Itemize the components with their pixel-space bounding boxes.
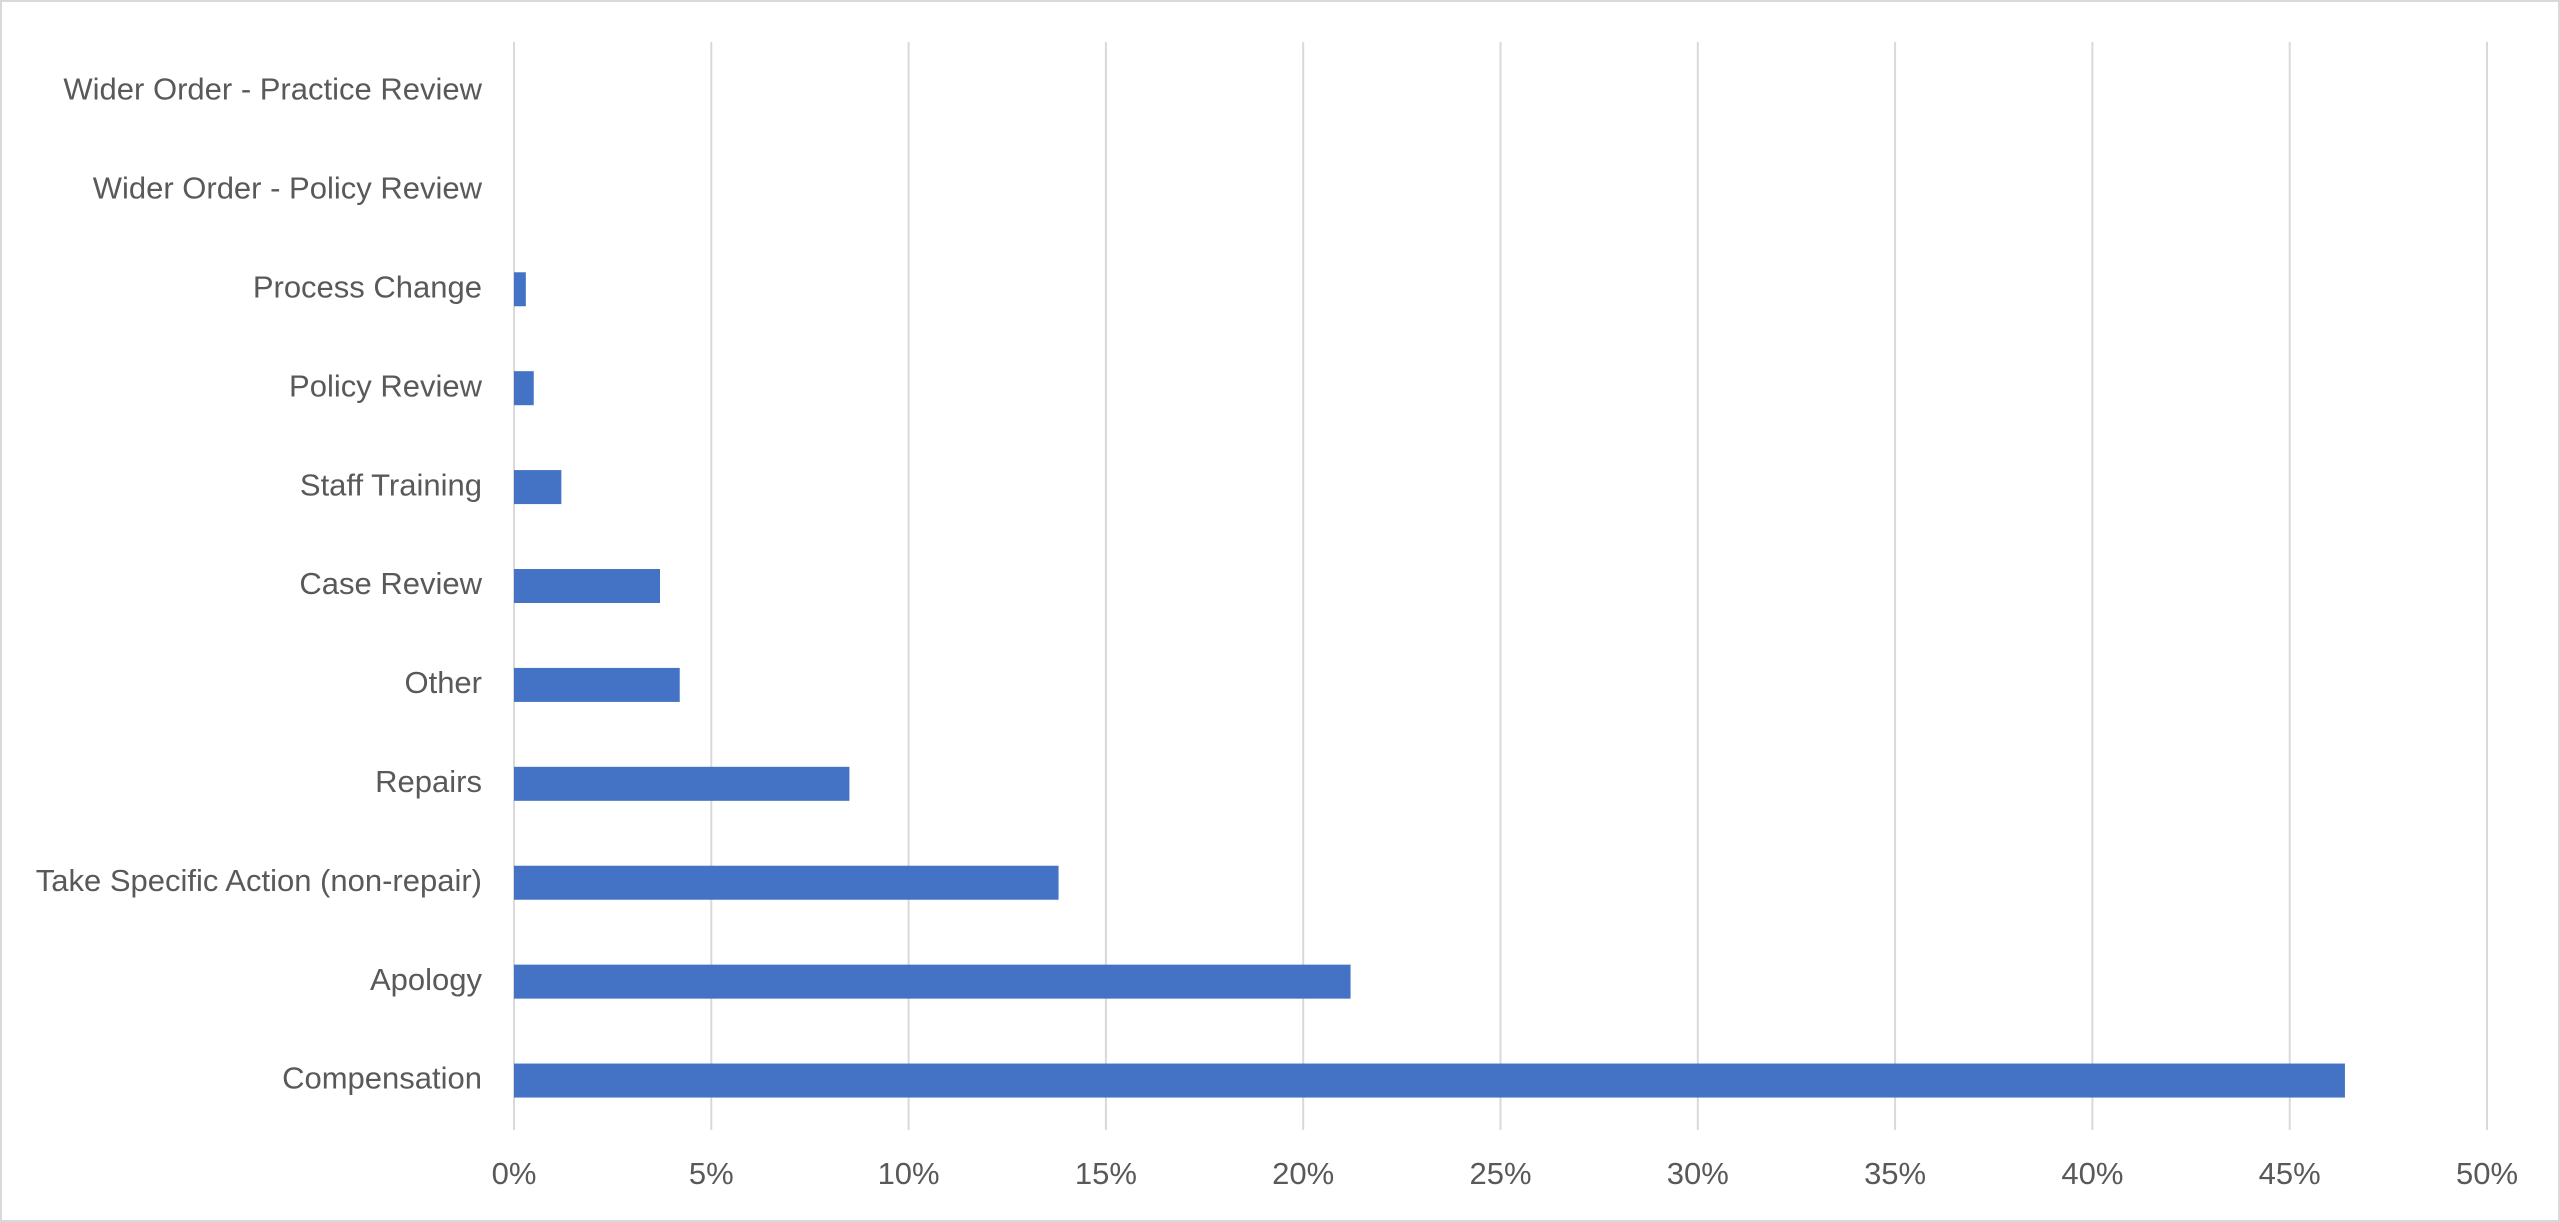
x-tick-label: 25% (1469, 1156, 1531, 1191)
y-tick-label: Apology (370, 962, 483, 997)
bar (514, 272, 526, 307)
x-tick-label: 15% (1075, 1156, 1137, 1191)
y-tick-label: Process Change (253, 269, 482, 304)
bar (514, 470, 562, 505)
y-tick-label: Wider Order - Practice Review (63, 72, 482, 107)
y-tick-label: Policy Review (289, 368, 483, 403)
x-tick-label: 45% (2259, 1156, 2321, 1191)
bar (514, 964, 1351, 999)
bar (514, 865, 1059, 900)
x-tick-label: 30% (1667, 1156, 1729, 1191)
y-tick-label: Other (404, 665, 482, 700)
y-tick-label: Compensation (282, 1061, 482, 1096)
bar (514, 766, 850, 801)
x-tick-label: 0% (492, 1156, 537, 1191)
bar (514, 371, 534, 406)
y-tick-label: Repairs (375, 764, 482, 799)
y-tick-label: Take Specific Action (non-repair) (36, 863, 482, 898)
x-tick-label: 20% (1272, 1156, 1334, 1191)
y-tick-label: Case Review (299, 566, 482, 601)
x-tick-label: 40% (2061, 1156, 2123, 1191)
x-tick-label: 10% (878, 1156, 940, 1191)
bar (514, 569, 661, 603)
y-tick-label: Wider Order - Policy Review (93, 171, 483, 206)
bar (514, 667, 680, 702)
y-tick-label: Staff Training (300, 467, 482, 502)
x-tick-label: 50% (2456, 1156, 2518, 1191)
bar (514, 1063, 2345, 1098)
x-tick-label: 5% (689, 1156, 734, 1191)
x-tick-label: 35% (1864, 1156, 1926, 1191)
